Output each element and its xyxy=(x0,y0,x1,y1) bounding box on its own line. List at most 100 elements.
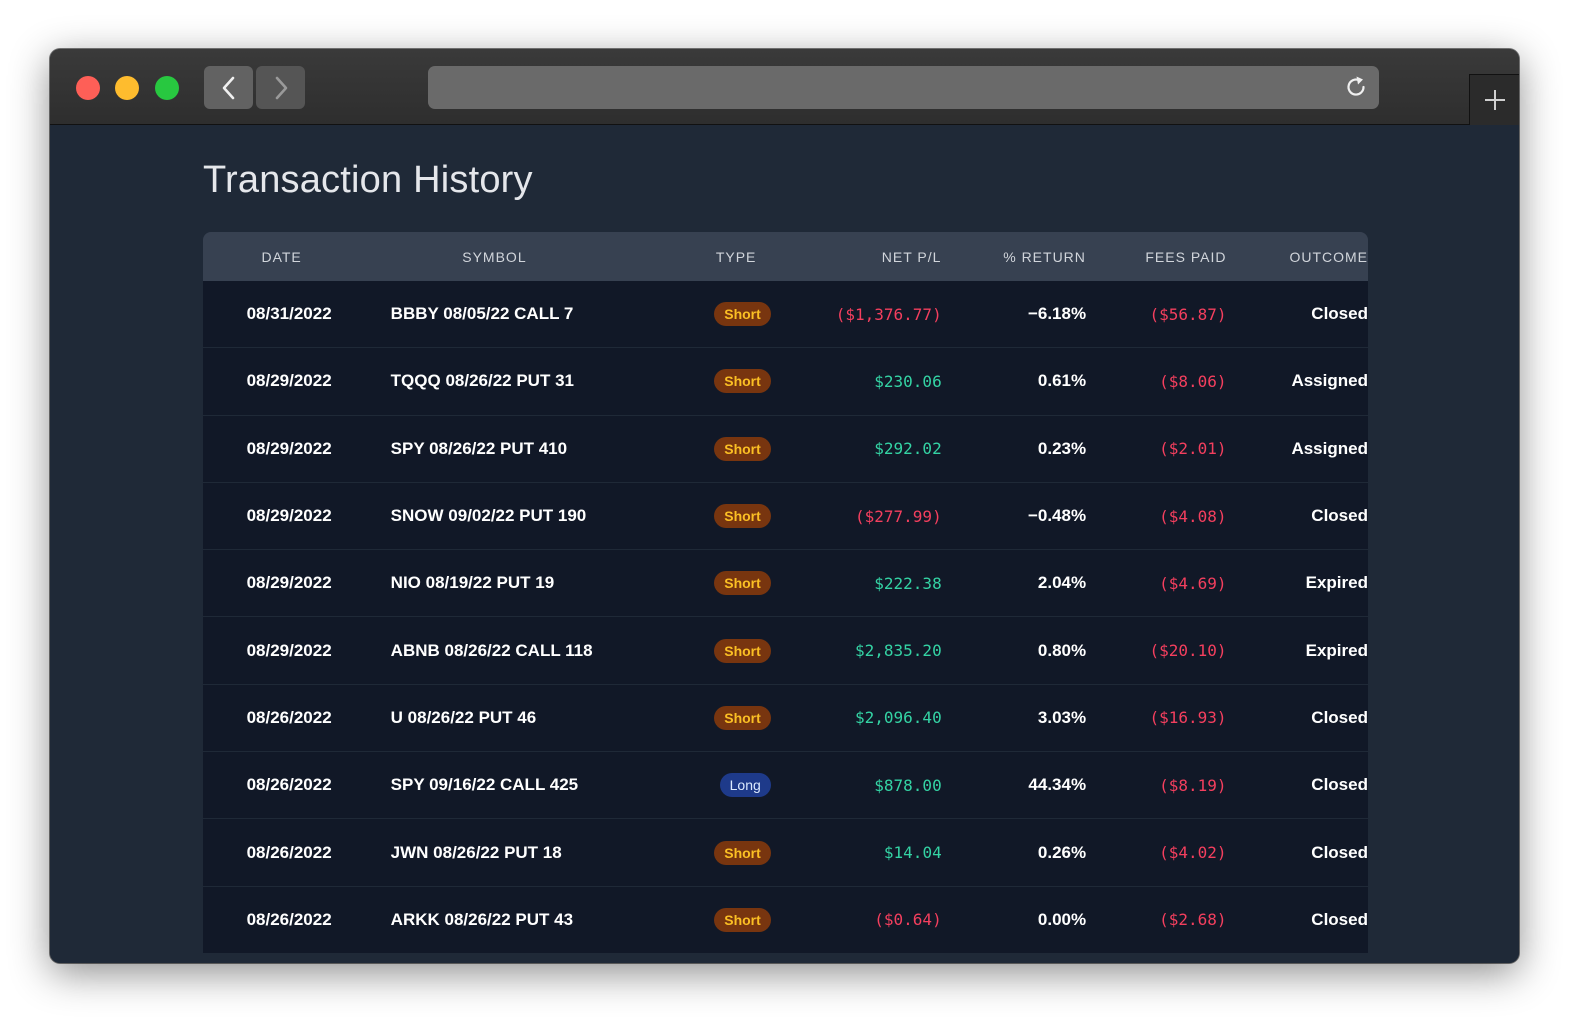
net-pl-cell: $230.06 xyxy=(874,371,942,391)
outcome-cell: Assigned xyxy=(1291,371,1368,391)
fees-paid-cell: ($8.19) xyxy=(1159,775,1227,795)
pct-return-cell: 0.23% xyxy=(1037,438,1087,458)
pct-return-cell: 2.04% xyxy=(1037,573,1087,593)
type-badge: Short xyxy=(714,436,771,461)
type-cell: Long xyxy=(673,773,771,798)
outcome-cell: Assigned xyxy=(1291,438,1368,458)
forward-button[interactable] xyxy=(256,66,305,109)
header-type[interactable]: TYPE xyxy=(715,248,757,265)
close-window-button[interactable] xyxy=(76,76,100,100)
table-row[interactable]: 08/26/2022 U 08/26/22 PUT 46 Short $2,096.4… xyxy=(203,684,1368,753)
net-pl-cell: ($0.64) xyxy=(874,910,942,930)
table-header: DATE SYMBOL TYPE NET P/L % RETURN FEES P… xyxy=(203,232,1368,281)
symbol-cell: JWN 08/26/22 PUT 18 xyxy=(390,842,562,862)
pct-return-cell: 44.34% xyxy=(1028,775,1087,795)
plus-icon xyxy=(1484,90,1505,110)
outcome-cell: Closed xyxy=(1311,775,1368,795)
symbol-cell: TQQQ 08/26/22 PUT 31 xyxy=(390,371,574,391)
pct-return-cell: 3.03% xyxy=(1037,707,1087,727)
type-badge: Short xyxy=(714,571,771,596)
type-badge: Short xyxy=(714,504,771,529)
type-cell: Short xyxy=(673,907,771,932)
header-date[interactable]: DATE xyxy=(261,248,302,265)
new-tab-button[interactable] xyxy=(1469,74,1519,125)
table-body: 08/31/2022 BBBY 08/05/22 CALL 7 Short ($1,3… xyxy=(203,281,1368,954)
pct-return-cell: 0.80% xyxy=(1037,640,1087,660)
type-badge: Long xyxy=(719,773,771,798)
symbol-cell: NIO 08/19/22 PUT 19 xyxy=(390,573,555,593)
table-row[interactable]: 08/26/2022 SPY 09/16/22 CALL 425 Long $878.… xyxy=(203,752,1368,820)
net-pl-cell: $14.04 xyxy=(883,843,942,863)
header-fees-paid[interactable]: FEES PAID xyxy=(1145,248,1227,265)
table-row[interactable]: 08/26/2022 ARKK 08/26/22 PUT 43 Short ($0.6… xyxy=(203,886,1368,954)
reload-icon[interactable] xyxy=(1343,74,1369,100)
fees-paid-cell: ($4.08) xyxy=(1159,506,1227,526)
net-pl-cell: ($1,376.77) xyxy=(835,304,942,324)
net-pl-cell: $2,835.20 xyxy=(855,641,942,661)
table-row[interactable]: 08/29/2022 TQQQ 08/26/22 PUT 31 Short $230.… xyxy=(203,348,1368,416)
symbol-cell: SPY 08/26/22 PUT 410 xyxy=(390,438,568,458)
table-row[interactable]: 08/29/2022 SPY 08/26/22 PUT 410 Short $292.… xyxy=(203,415,1368,483)
symbol-cell: U 08/26/22 PUT 46 xyxy=(390,707,537,727)
table-row[interactable]: 08/29/2022 NIO 08/19/22 PUT 19 Short $222.3… xyxy=(203,550,1368,618)
type-cell: Short xyxy=(673,705,771,730)
date-cell: 08/26/2022 xyxy=(246,707,332,727)
symbol-cell: BBBY 08/05/22 CALL 7 xyxy=(390,304,574,324)
fees-paid-cell: ($16.93) xyxy=(1149,708,1227,728)
browser-titlebar xyxy=(50,49,1519,125)
date-cell: 08/29/2022 xyxy=(246,506,332,526)
table-row[interactable]: 08/26/2022 JWN 08/26/22 PUT 18 Short $14.04… xyxy=(203,819,1368,887)
fees-paid-cell: ($2.68) xyxy=(1159,910,1227,930)
chevron-left-icon xyxy=(222,76,234,99)
symbol-cell: SNOW 09/02/22 PUT 190 xyxy=(390,506,587,526)
table-row[interactable]: 08/31/2022 BBBY 08/05/22 CALL 7 Short ($1,3… xyxy=(203,281,1368,349)
date-cell: 08/31/2022 xyxy=(246,304,332,324)
table-row[interactable]: 08/29/2022 SNOW 09/02/22 PUT 190 Short ($27… xyxy=(203,482,1368,551)
page-title: Transaction History xyxy=(203,159,533,201)
minimize-window-button[interactable] xyxy=(115,76,139,100)
type-cell: Short xyxy=(673,436,771,461)
type-badge: Short xyxy=(714,907,771,932)
fees-paid-cell: ($8.06) xyxy=(1159,371,1227,391)
date-cell: 08/29/2022 xyxy=(246,438,332,458)
header-net-pl[interactable]: NET P/L xyxy=(881,248,942,265)
fees-paid-cell: ($4.69) xyxy=(1159,573,1227,593)
header-symbol[interactable]: SYMBOL xyxy=(462,248,527,265)
maximize-window-button[interactable] xyxy=(155,76,179,100)
outcome-cell: Closed xyxy=(1311,909,1368,929)
browser-window: Transaction History DATE SYMBOL TYPE NET… xyxy=(50,49,1519,963)
type-badge: Short xyxy=(714,840,771,865)
net-pl-cell: $878.00 xyxy=(874,775,942,795)
type-cell: Short xyxy=(673,369,771,394)
outcome-cell: Closed xyxy=(1311,506,1368,526)
outcome-cell: Expired xyxy=(1305,573,1368,593)
date-cell: 08/29/2022 xyxy=(246,640,332,660)
outcome-cell: Closed xyxy=(1311,707,1368,727)
date-cell: 08/26/2022 xyxy=(246,842,332,862)
table-row[interactable]: 08/29/2022 ABNB 08/26/22 CALL 118 Short $2,… xyxy=(203,617,1368,685)
type-cell: Short xyxy=(673,504,771,529)
pct-return-cell: 0.26% xyxy=(1037,842,1087,862)
date-cell: 08/29/2022 xyxy=(246,371,332,391)
fees-paid-cell: ($20.10) xyxy=(1149,641,1227,661)
date-cell: 08/26/2022 xyxy=(246,909,332,929)
net-pl-cell: $292.02 xyxy=(874,439,942,459)
net-pl-cell: ($277.99) xyxy=(855,506,942,526)
fees-paid-cell: ($4.02) xyxy=(1159,843,1227,863)
net-pl-cell: $2,096.40 xyxy=(855,708,942,728)
net-pl-cell: $222.38 xyxy=(874,573,942,593)
header-pct-return[interactable]: % RETURN xyxy=(1003,248,1086,265)
type-cell: Short xyxy=(673,571,771,596)
address-bar[interactable] xyxy=(428,66,1379,109)
transaction-table: DATE SYMBOL TYPE NET P/L % RETURN FEES P… xyxy=(203,232,1368,954)
fees-paid-cell: ($56.87) xyxy=(1149,304,1227,324)
fees-paid-cell: ($2.01) xyxy=(1159,439,1227,459)
chevron-right-icon xyxy=(275,76,287,99)
type-badge: Short xyxy=(714,705,771,730)
page-content: Transaction History DATE SYMBOL TYPE NET… xyxy=(50,125,1519,963)
outcome-cell: Closed xyxy=(1311,842,1368,862)
pct-return-cell: 0.61% xyxy=(1037,371,1087,391)
pct-return-cell: −6.18% xyxy=(1027,304,1087,324)
header-outcome[interactable]: OUTCOME xyxy=(1289,248,1368,265)
back-button[interactable] xyxy=(204,66,253,109)
